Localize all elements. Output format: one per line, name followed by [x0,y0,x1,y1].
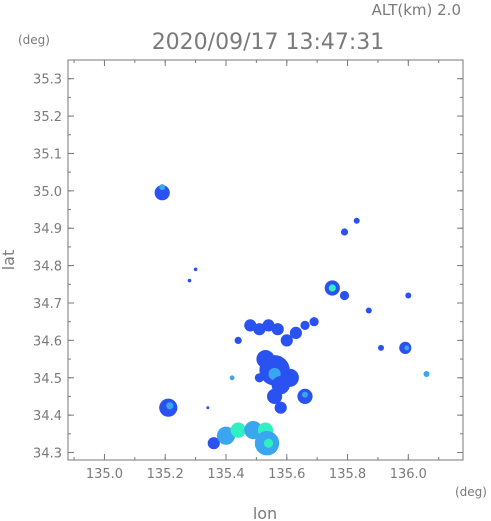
echo-cell [193,267,198,272]
x-tick-label: 135.8 [329,467,366,482]
echo-cell [365,307,372,314]
altitude-label: ALT(km) 2.0 [372,1,461,19]
echo-cell [274,401,287,414]
y-tick-label: 35.3 [33,73,62,88]
y-tick-label: 34.9 [33,222,62,237]
echo-cell [267,388,283,404]
echo-cell [166,402,174,410]
echo-cell [263,438,274,448]
x-tick-label: 135.0 [86,467,123,482]
y-tick-label: 34.6 [33,334,62,349]
echo-cell [280,368,299,387]
echo-cell [378,344,384,351]
echo-cell [271,323,284,336]
x-tick-label: 135.2 [147,467,184,482]
echo-cell [339,290,350,301]
echo-cell [262,319,275,332]
echo-cell [207,437,220,450]
echo-cell [280,334,293,347]
x-axis-unit: (deg) [455,485,487,499]
echo-cell [423,371,430,377]
echo-layer [154,184,430,456]
y-tick-label: 35.1 [33,147,62,162]
x-axis-ticks: 135.0 135.2 135.4 135.6 135.8 136.0 [73,60,440,482]
y-tick-label: 34.8 [33,260,62,275]
echo-cell [234,336,242,344]
y-tick-label: 34.3 [33,447,62,462]
y-axis-label: lat [0,250,18,271]
echo-cell [256,350,275,369]
echo-cell [309,317,319,327]
echo-cell [328,284,336,292]
x-tick-label: 135.6 [268,467,305,482]
echo-cell [302,391,308,398]
echo-cell [300,320,310,330]
echo-cell [244,421,263,440]
y-tick-label: 34.5 [33,372,62,387]
echo-cell [206,406,210,410]
echo-cell [187,278,192,283]
echo-cell [405,292,412,299]
plot-frame [67,59,464,461]
y-tick-label: 34.4 [33,409,62,424]
x-tick-label: 136.0 [390,467,427,482]
y-axis-ticks: 34.3 34.4 34.5 34.6 34.7 34.8 34.9 35.0 35.1 35.2… [33,73,463,462]
echo-cell [230,422,246,438]
y-tick-label: 35.2 [33,110,62,125]
y-tick-label: 35.0 [33,185,62,200]
echo-cell [229,375,235,381]
x-tick-label: 135.4 [207,467,244,482]
echo-cell [254,373,264,383]
y-axis-unit: (deg) [18,33,50,47]
echo-cell [154,185,170,201]
echo-cell [159,184,166,191]
x-axis-label: lon [253,504,277,521]
echo-cell [289,326,302,339]
y-tick-label: 34.7 [33,297,62,312]
echo-cell [353,217,360,224]
echo-cell [404,345,410,351]
echo-cell [340,228,349,236]
echo-cell [216,426,236,445]
timestamp-title: 2020/09/17 13:47:31 [152,30,385,55]
